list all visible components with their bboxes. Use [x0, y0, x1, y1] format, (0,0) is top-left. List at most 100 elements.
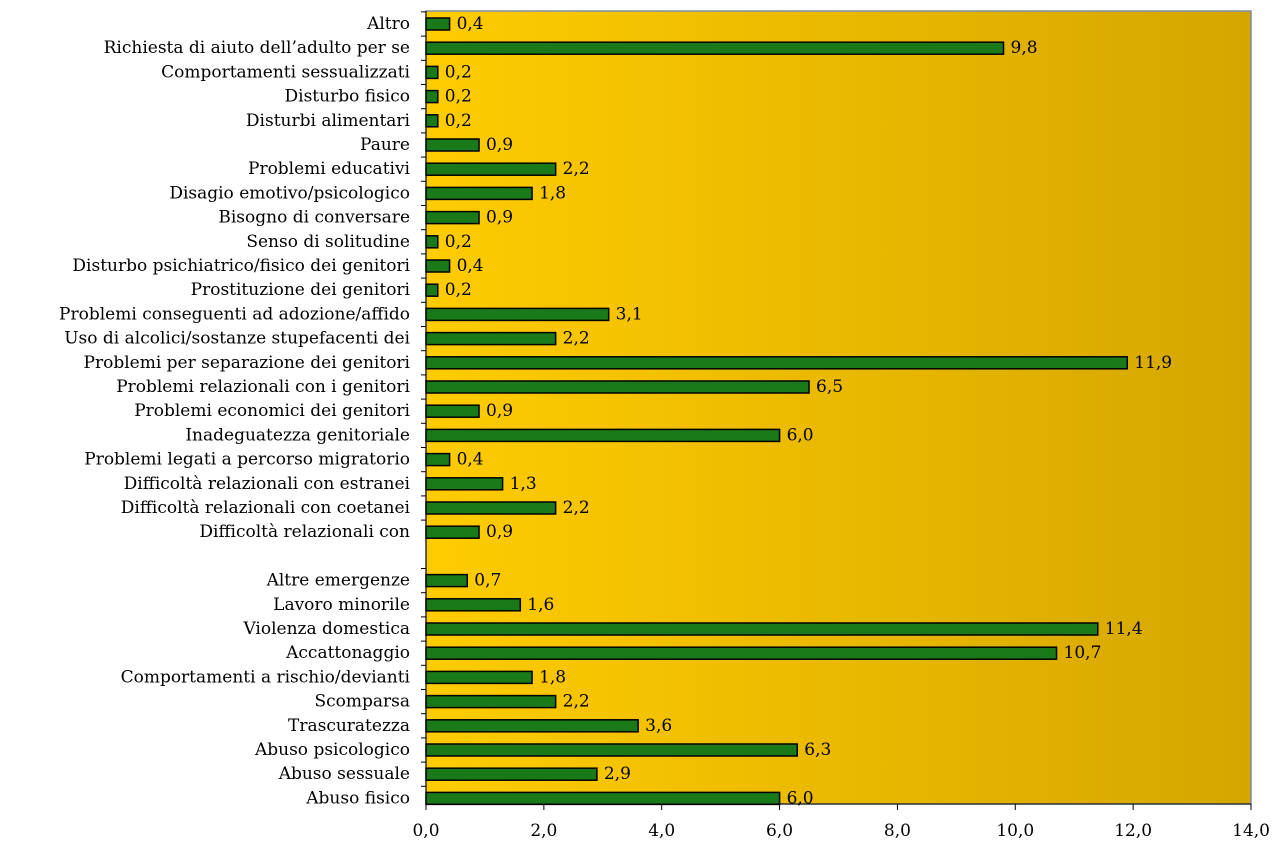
category-label: Disturbi alimentari	[246, 111, 411, 131]
bar	[425, 65, 439, 80]
data-label: 1,3	[510, 474, 537, 494]
data-label: 2,2	[563, 159, 590, 179]
category-label: Scomparsa	[314, 692, 410, 712]
data-label: 0,9	[486, 522, 513, 542]
bar	[425, 743, 798, 757]
data-label: 11,9	[1134, 353, 1172, 373]
bar	[425, 622, 1099, 636]
data-label: 2,9	[604, 764, 631, 784]
data-label: 6,0	[787, 425, 814, 445]
plot-area	[425, 10, 1252, 805]
data-label: 2,2	[563, 498, 590, 518]
data-label: 0,7	[474, 571, 501, 591]
data-label: 6,3	[804, 740, 831, 760]
category-label: Difficoltà relazionali con	[199, 522, 410, 542]
bar	[425, 331, 557, 346]
data-label: 0,2	[445, 280, 472, 300]
bar	[425, 162, 557, 176]
category-label: Lavoro minorile	[273, 595, 410, 615]
category-label: Violenza domestica	[242, 619, 410, 639]
data-label: 2,2	[563, 329, 590, 349]
data-label: 0,2	[445, 111, 472, 131]
x-axis: 0,0 2,0 4,0 6,0 8,0 10,0 12,0 14,0	[412, 11, 1270, 841]
bar	[425, 41, 1005, 55]
category-label: Abuso fisico	[305, 788, 410, 808]
data-label: 1,6	[527, 595, 554, 615]
category-label: Uso di alcolici/sostanze stupefacenti de…	[64, 329, 410, 349]
data-label: 1,8	[539, 667, 566, 687]
bar	[425, 17, 451, 31]
category-label: Problemi conseguenti ad adozione/affido	[59, 304, 410, 324]
bar	[425, 186, 533, 201]
data-label: 0,2	[445, 87, 472, 107]
bar	[425, 501, 557, 515]
category-label: Problemi legati a percorso migratorio	[84, 450, 410, 470]
category-label: Problemi per separazione dei genitori	[84, 353, 411, 373]
bar	[425, 428, 781, 443]
data-label: 11,4	[1105, 619, 1143, 639]
category-label: Problemi relazionali con i genitori	[116, 377, 410, 397]
category-label: Problemi educativi	[248, 159, 411, 179]
data-label: 10,7	[1064, 643, 1102, 663]
x-tick-label: 14,0	[1232, 821, 1270, 841]
data-label: 1,8	[539, 183, 566, 203]
category-label: Difficoltà relazionali con estranei	[124, 474, 411, 494]
bar	[425, 767, 598, 781]
category-label: Problemi economici dei genitori	[134, 401, 410, 421]
data-label: 6,5	[816, 377, 843, 397]
category-label: Paure	[360, 135, 410, 155]
data-label: 2,2	[563, 692, 590, 712]
category-label: Trascuratezza	[288, 716, 410, 736]
data-label: 0,2	[445, 62, 472, 82]
bar	[425, 452, 451, 467]
category-label: Inadeguatezza genitoriale	[185, 425, 410, 445]
bar	[425, 138, 480, 152]
data-label: 0,4	[457, 256, 484, 276]
bar	[425, 598, 522, 612]
bar	[425, 307, 610, 322]
bar	[425, 694, 557, 709]
category-label: Disturbo psichiatrico/fisico dei genitor…	[72, 256, 410, 276]
category-label: Abuso sessuale	[278, 764, 410, 784]
category-label: Comportamenti a rischio/devianti	[121, 667, 411, 687]
data-label: 0,9	[486, 135, 513, 155]
x-tick-label: 8,0	[884, 821, 911, 841]
bar	[425, 670, 533, 685]
x-tick-label: 6,0	[766, 821, 793, 841]
x-tick-label: 10,0	[996, 821, 1034, 841]
category-label: Richiesta di aiuto dell’adulto per se	[104, 38, 410, 58]
data-label: 3,1	[616, 304, 643, 324]
category-label: Difficoltà relazionali con coetanei	[121, 498, 411, 518]
bar	[425, 356, 1128, 370]
bar	[425, 404, 480, 418]
x-tick-label: 12,0	[1114, 821, 1152, 841]
data-label: 6,0	[787, 788, 814, 808]
bar	[425, 477, 504, 491]
bar	[425, 573, 468, 588]
category-label: Altro	[366, 14, 410, 34]
data-label: 0,9	[486, 208, 513, 228]
category-label: Altre emergenze	[266, 571, 410, 591]
category-label: Prostituzione dei genitori	[191, 280, 411, 300]
bar	[425, 89, 439, 104]
x-tick-label: 0,0	[412, 821, 439, 841]
data-label: 0,4	[457, 450, 484, 470]
bar	[425, 259, 451, 273]
category-label: Abuso psicologico	[254, 740, 410, 760]
bar	[425, 283, 439, 297]
category-label: Disagio emotivo/psicologico	[169, 183, 410, 203]
category-label: Comportamenti sessualizzati	[161, 62, 410, 82]
data-label: 0,4	[457, 14, 484, 34]
category-label: Disturbo fisico	[285, 87, 410, 107]
category-label: Accattonaggio	[285, 643, 410, 663]
bar	[425, 719, 639, 733]
bar	[425, 114, 439, 128]
category-label: Bisogno di conversare	[218, 208, 410, 228]
labels-layer: Altro 0,4 Richiesta di aiuto dell’adulto p…	[59, 14, 1172, 808]
bar	[425, 235, 439, 249]
bar	[425, 210, 480, 225]
bar	[425, 380, 810, 394]
data-label: 0,9	[486, 401, 513, 421]
bar	[425, 646, 1058, 660]
